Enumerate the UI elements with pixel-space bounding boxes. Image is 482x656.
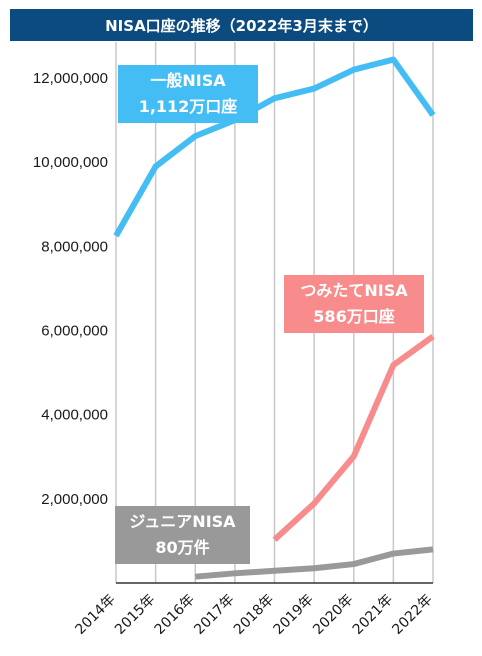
annotation-tsumitate-nisa-count: 586万口座 [313,307,395,326]
y-tick-label: 8,000,000 [41,238,108,255]
x-tick-label: 2018年 [231,592,277,638]
series-line-0 [113,56,436,238]
y-tick-label: 2,000,000 [41,491,108,508]
series-line-1 [272,333,435,542]
x-tick-label: 2022年 [389,592,435,638]
x-tick-label: 2014年 [72,592,118,638]
x-tick-label: 2016年 [152,592,198,638]
y-tick-label: 6,000,000 [41,323,108,340]
y-tick-label: 10,000,000 [33,154,108,171]
y-tick-label: 4,000,000 [41,407,108,424]
x-tick-label: 2019年 [271,592,317,638]
y-tick-label: 12,000,000 [33,70,108,87]
annotation-general-nisa-count: 1,112万口座 [138,97,238,116]
x-tick-label: 2021年 [350,592,396,638]
series-line-2 [194,546,434,580]
x-tick-label: 2015年 [112,592,158,638]
annotation-tsumitate-nisa-name: つみたてNISA [300,281,408,300]
x-tick-labels: 2014年2015年2016年2017年2018年2019年2020年2021年… [72,592,435,638]
y-tick-labels: 2,000,000 4,000,000 6,000,000 8,000,000 10,0… [33,70,108,508]
annotation-tsumitate-nisa: つみたてNISA 586万口座 [284,275,424,333]
x-tick-label: 2017年 [191,592,237,638]
x-tick-label: 2020年 [310,592,356,638]
annotation-junior-nisa-name: ジュニアNISA [129,512,236,531]
annotation-junior-nisa: ジュニアNISA 80万件 [115,506,250,564]
annotation-junior-nisa-count: 80万件 [155,538,210,557]
series-lines [113,56,436,580]
annotation-general-nisa-name: 一般NISA [150,71,226,90]
chart-title: NISA口座の推移（2022年3月末まで） [10,9,473,41]
annotation-general-nisa: 一般NISA 1,112万口座 [118,65,258,123]
